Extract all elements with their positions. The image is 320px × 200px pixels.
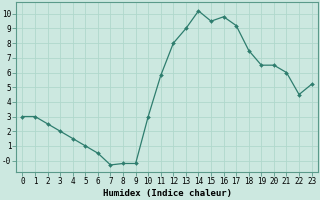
X-axis label: Humidex (Indice chaleur): Humidex (Indice chaleur) (102, 189, 232, 198)
